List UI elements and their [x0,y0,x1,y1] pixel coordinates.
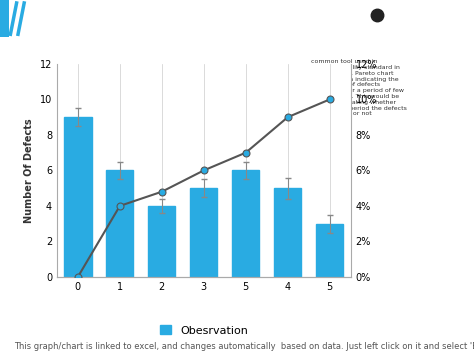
Text: common tool used in
ensuring quality standard in
the products. Pareto chart
woul: common tool used in ensuring quality sta… [311,59,407,116]
Bar [64,117,91,277]
Bar [148,206,175,277]
Text: Pareto Chart: Pareto Chart [29,10,158,28]
Bar [106,170,134,277]
Y-axis label: Number Of Defects: Number Of Defects [24,118,34,223]
Bar [232,170,259,277]
Bar [0,0,9,37]
Legend: Obesrvation: Obesrvation [155,321,252,340]
Bar [274,188,301,277]
Bar [190,188,218,277]
Bar [316,224,343,277]
Text: This graph/chart is linked to excel, and changes automatically  based on data. J: This graph/chart is linked to excel, and… [14,343,474,351]
